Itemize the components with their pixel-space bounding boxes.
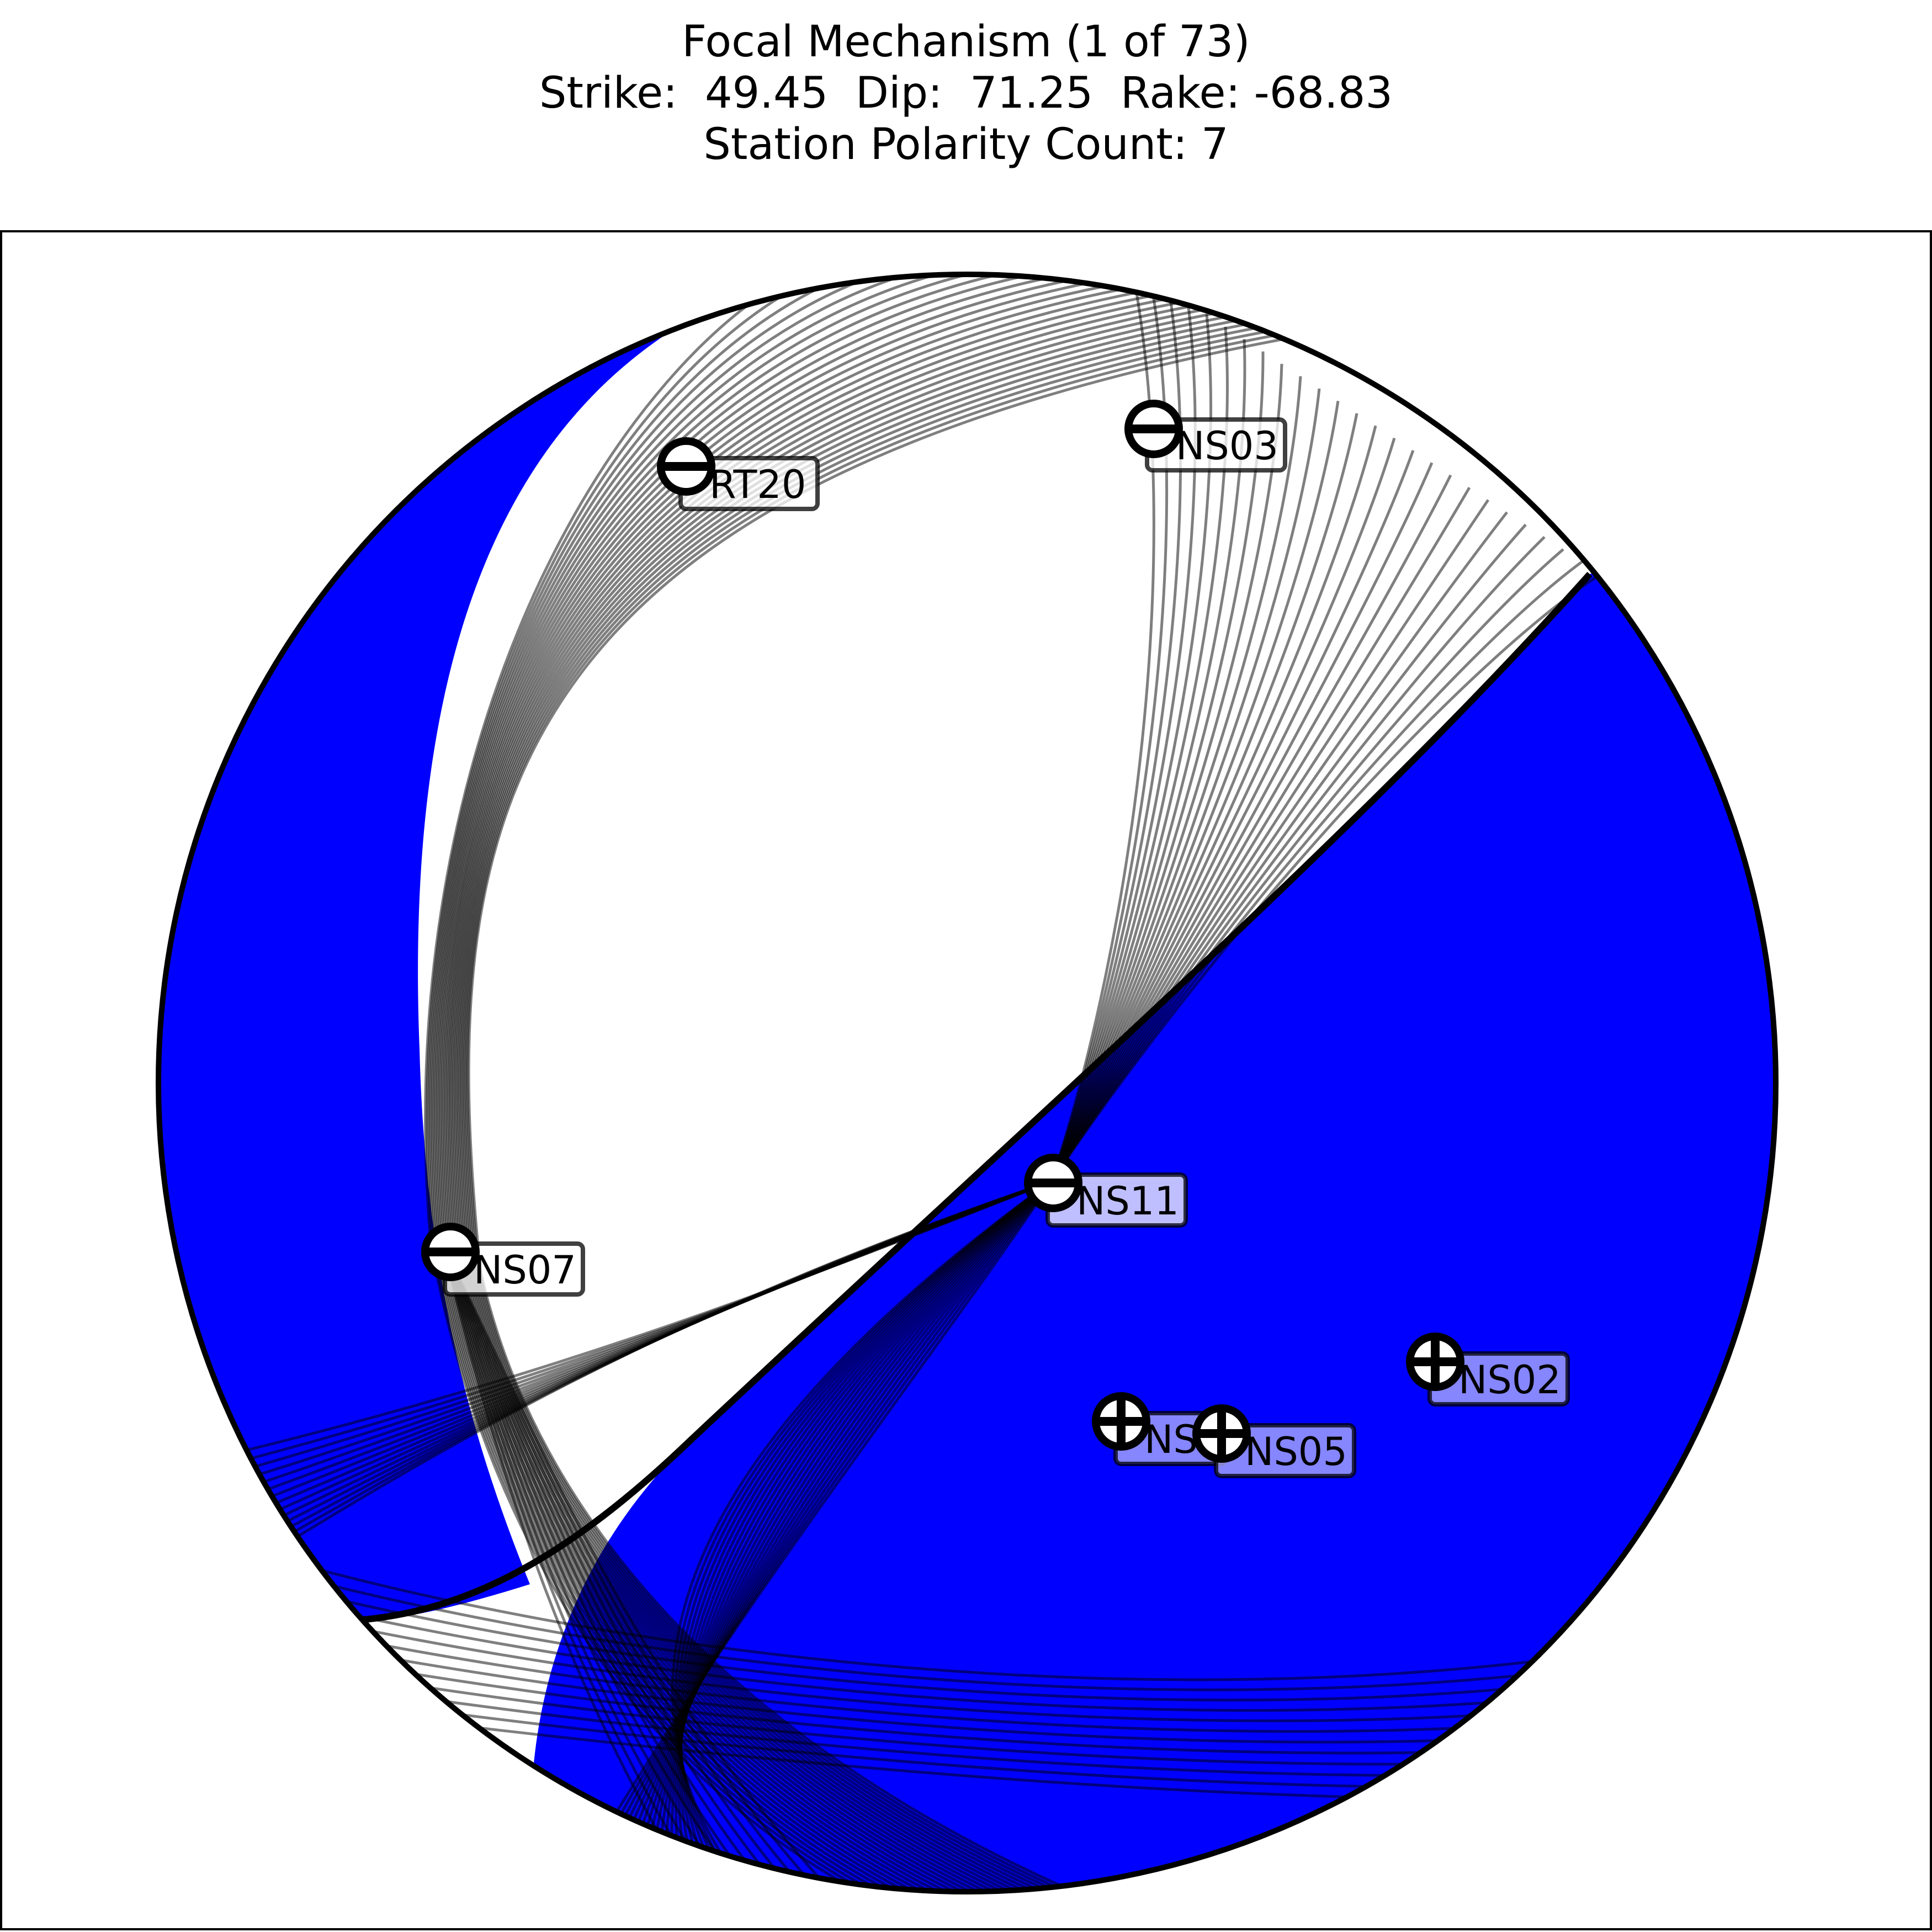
nodal-line-sample	[1050, 560, 1583, 1182]
nodal-line-sample	[1050, 413, 1358, 1182]
plot-frame	[0, 230, 1932, 1930]
nodal-line-sample	[582, 1180, 1053, 1892]
nodal-line-sample	[444, 274, 1172, 1892]
nodal-line-sample	[675, 1180, 1053, 1892]
nodal-line-sample	[679, 1180, 1053, 1892]
nodal-line-sample	[1050, 536, 1546, 1182]
preferred-nodal-plane	[358, 571, 1593, 1623]
nodal-line-sample	[1050, 486, 1471, 1182]
plot-title: Focal Mechanism (1 of 73) Strike: 49.45 …	[0, 17, 1932, 171]
station-ns07: NS07	[421, 1223, 585, 1297]
nodal-line-sample	[440, 1241, 829, 1889]
nodal-line-sample	[664, 1180, 1053, 1892]
nodal-line-sample	[461, 286, 1487, 1892]
station-label: NS	[1144, 1417, 1198, 1462]
nodal-line-sample	[440, 1241, 817, 1889]
nodal-line-sample	[424, 274, 884, 1892]
nodal-line-sample	[440, 1241, 754, 1889]
nodal-line-sample	[440, 1241, 804, 1889]
nodal-line-sample	[1050, 437, 1396, 1182]
nodal-line-sample	[457, 282, 1401, 1892]
nodal-line-sample	[463, 287, 1515, 1892]
nodal-line-sample	[1050, 523, 1527, 1182]
nodal-line-sample	[674, 1180, 1053, 1892]
nodal-line-sample	[1050, 511, 1508, 1182]
nodal-line-sample	[550, 1180, 1053, 1892]
nodal-line-sample	[1050, 376, 1302, 1182]
nodal-line-sample	[624, 1180, 1053, 1892]
station-label: RT20	[709, 462, 806, 507]
nodal-line-sample	[603, 1180, 1053, 1892]
nodal-line-sample	[1050, 425, 1377, 1182]
nodal-line-sample	[453, 280, 1344, 1892]
nodal-line-sample	[670, 1180, 1053, 1892]
nodal-line-sample	[440, 1241, 741, 1889]
nodal-line-sample	[458, 284, 1430, 1892]
title-line-1: Focal Mechanism (1 of 73)	[682, 17, 1250, 67]
nodal-line-sample	[440, 1241, 716, 1889]
nodal-line-sample	[679, 1180, 1053, 1892]
nodal-line-sample	[1050, 548, 1564, 1182]
station-label: NS05	[1245, 1429, 1347, 1474]
nodal-line-sample	[1050, 474, 1452, 1182]
nodal-line-sample	[447, 275, 1229, 1892]
nodal-line-sample	[645, 1180, 1053, 1892]
nodal-line-sample	[676, 1180, 1053, 1892]
nodal-line-sample	[592, 1180, 1053, 1892]
nodal-line-sample	[561, 1180, 1053, 1892]
stations: RT20 NS03 NS11 NS07 NS02 NS NS05	[421, 400, 1570, 1478]
nodal-line-sample	[1050, 462, 1434, 1182]
nodal-line-sample	[165, 1552, 1739, 1702]
nodal-line-sample	[459, 285, 1458, 1892]
nodal-line-sample	[1050, 572, 1602, 1182]
beachball-quadrants	[158, 274, 1776, 1892]
nodal-line-sample	[465, 290, 1573, 1892]
nodal-line-sample	[440, 1241, 729, 1889]
title-line-3: Station Polarity Count: 7	[703, 120, 1229, 169]
nodal-line-sample	[671, 1180, 1053, 1892]
nodal-line-sample	[634, 1180, 1053, 1892]
nodal-line-sample	[1050, 401, 1340, 1182]
station-ns02: NS02	[1406, 1333, 1570, 1406]
nodal-line-sample	[455, 281, 1372, 1892]
nodal-line-sample	[165, 1537, 1739, 1691]
nodal-line-sample	[680, 1180, 1053, 1892]
station-ns03: NS03	[1124, 400, 1287, 473]
station-label: NS07	[474, 1248, 576, 1293]
nodal-line-sample	[1050, 499, 1490, 1182]
nodal-line-sample	[427, 274, 900, 1892]
station-label: NS03	[1176, 423, 1278, 469]
nodal-line-sample	[464, 289, 1544, 1892]
station-label: NS11	[1076, 1179, 1179, 1224]
nodal-line-sample	[440, 1241, 767, 1889]
station-label: NS02	[1458, 1357, 1561, 1403]
nodal-line-sample	[165, 1522, 1739, 1681]
focal-sphere-outline	[156, 272, 1779, 1894]
nodal-line-sample	[192, 1180, 1052, 1602]
nodal-line-sample	[1050, 388, 1321, 1182]
title-line-2: Strike: 49.45 Dip: 71.25 Rake: -68.83	[539, 68, 1393, 118]
nodal-line-sample	[452, 279, 1315, 1892]
nodal-line-sample	[467, 291, 1601, 1892]
nodal-line-sample	[440, 1241, 792, 1889]
nodal-line-sample	[1050, 450, 1415, 1182]
station-rt20: RT20	[657, 437, 820, 511]
nodal-line-sample	[431, 274, 943, 1892]
nodal-line-sample	[445, 274, 1201, 1892]
nodal-line-sample	[440, 1241, 779, 1889]
station-ns11: NS11	[1024, 1154, 1188, 1228]
station-ns05: NS05	[1192, 1404, 1356, 1478]
